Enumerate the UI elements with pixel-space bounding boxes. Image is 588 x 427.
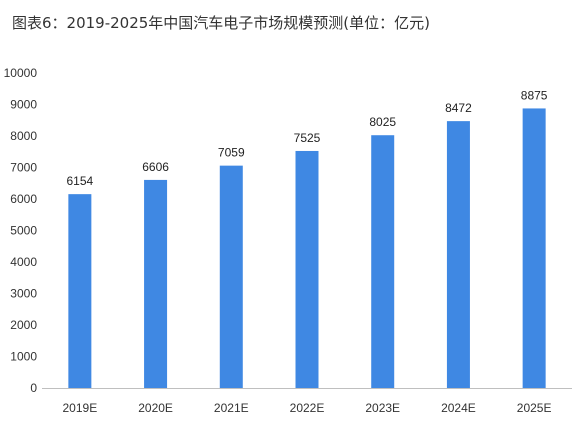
x-tick-label: 2022E [290, 401, 325, 415]
y-tick-label: 9000 [10, 98, 37, 112]
bar [371, 135, 395, 388]
y-tick-label: 7000 [10, 161, 37, 175]
x-axis-ticks: 2019E 2020E 2021E 2022E 2023E 2024E 2025E [63, 401, 552, 415]
x-tick-label: 2024E [441, 401, 476, 415]
bar [295, 150, 319, 388]
y-tick-label: 2000 [10, 318, 37, 332]
x-tick-label: 2025E [517, 401, 552, 415]
y-tick-label: 10000 [4, 66, 38, 80]
chart-title: 图表6：2019-2025年中国汽车电子市场规模预测(单位：亿元) [12, 14, 431, 32]
bar [68, 194, 92, 388]
bars [68, 108, 546, 388]
data-label: 8025 [369, 115, 396, 129]
bar [144, 179, 168, 388]
x-tick-label: 2019E [63, 401, 98, 415]
bar [219, 165, 243, 388]
data-label: 7525 [294, 131, 321, 145]
y-tick-label: 6000 [10, 192, 37, 206]
y-tick-label: 4000 [10, 255, 37, 269]
x-tick-label: 2021E [214, 401, 249, 415]
x-tick-label: 2020E [138, 401, 173, 415]
y-tick-label: 8000 [10, 129, 37, 143]
bar [522, 108, 546, 388]
y-tick-label: 5000 [10, 224, 37, 238]
data-label: 6154 [67, 174, 94, 188]
y-tick-label: 1000 [10, 350, 37, 364]
data-label: 7059 [218, 146, 245, 160]
data-label: 6606 [142, 160, 169, 174]
x-tick-label: 2023E [365, 401, 400, 415]
data-labels: 6154 6606 7059 7525 8025 8472 8875 [67, 88, 548, 188]
y-axis-ticks: 0 1000 2000 3000 4000 5000 6000 7000 8000 9000 100… [4, 66, 38, 395]
data-label: 8875 [521, 88, 548, 102]
bar [446, 121, 470, 388]
data-label: 8472 [445, 101, 472, 115]
y-tick-label: 0 [30, 381, 37, 395]
y-tick-label: 3000 [10, 287, 37, 301]
